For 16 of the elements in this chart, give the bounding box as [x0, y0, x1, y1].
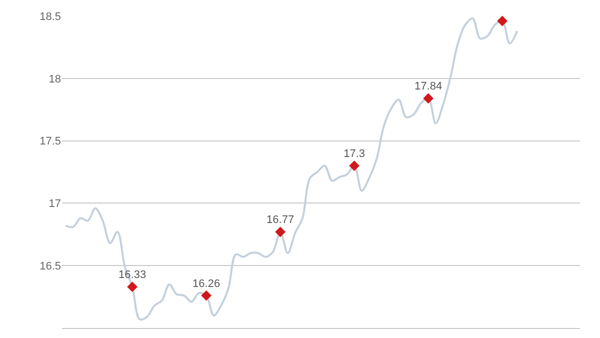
point: [423, 93, 434, 104]
y-tick-label: 18.5: [40, 10, 61, 23]
data-label: 16.33: [118, 269, 146, 282]
y-tick-label: 18: [48, 73, 61, 86]
point: [497, 16, 508, 26]
data-label: 16.77: [266, 214, 294, 226]
y-tick-label: 17: [48, 198, 61, 210]
point: [275, 226, 286, 238]
data-label: 16.26: [192, 278, 220, 290]
point: [127, 282, 138, 292]
data-label: 17.84: [414, 80, 442, 93]
y-tick-label: 17.5: [40, 136, 61, 148]
data-label: 17.3: [344, 148, 366, 160]
point: [349, 160, 360, 171]
point: [201, 290, 212, 301]
y-tick-label: 16.5: [40, 260, 61, 272]
